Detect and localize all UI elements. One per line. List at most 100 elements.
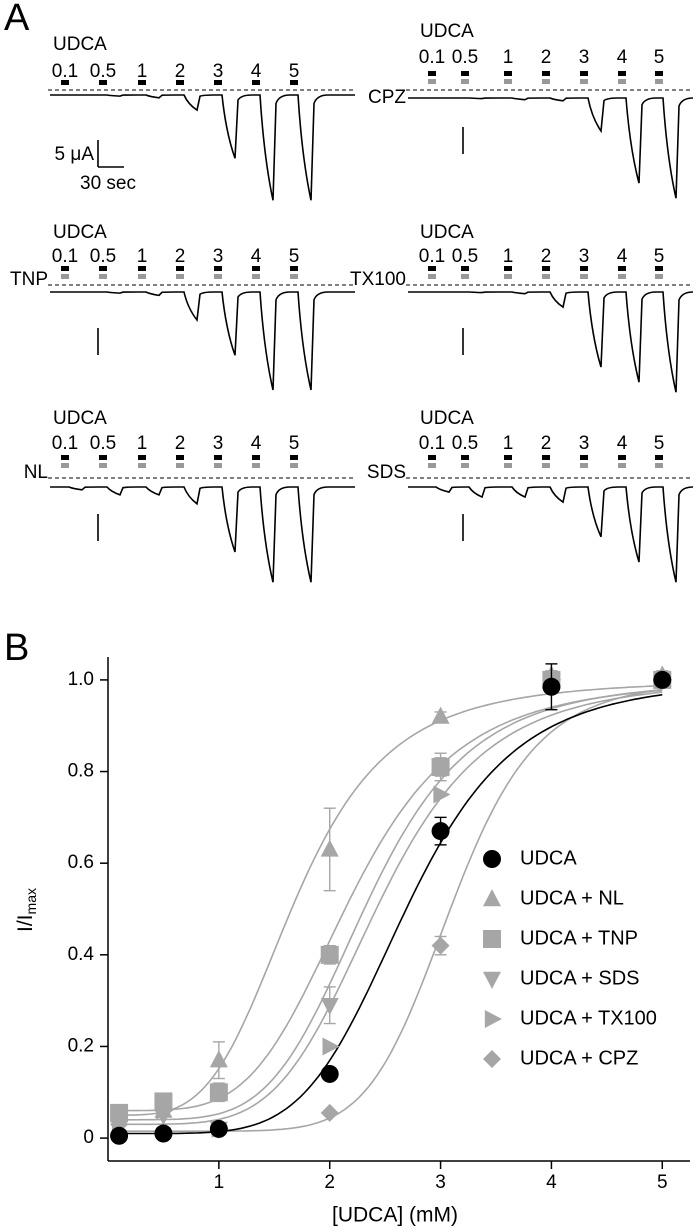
data-point — [431, 936, 450, 955]
application-bar — [461, 71, 469, 76]
application-bar — [428, 71, 436, 76]
application-bar — [542, 455, 550, 460]
concentration-label: 0.1 — [419, 47, 445, 68]
legend-label: UDCA — [520, 847, 577, 869]
application-bar — [61, 266, 69, 271]
concentration-label: 5 — [289, 246, 300, 267]
agonist-label: UDCA — [420, 408, 474, 429]
agonist-label: UDCA — [53, 408, 107, 429]
fit-curve — [119, 693, 663, 1135]
treatment-label: NL — [24, 462, 48, 483]
concentration-label: 4 — [251, 433, 262, 454]
treatment-bar — [99, 274, 107, 279]
treatment-bar — [580, 463, 588, 468]
concentration-label: 4 — [251, 61, 262, 82]
data-point — [209, 1083, 228, 1102]
concentration-label: 0.5 — [90, 61, 116, 82]
concentration-label: 5 — [289, 433, 300, 454]
concentration-label: 0.1 — [52, 61, 78, 82]
application-bar — [618, 266, 626, 271]
treatment-bar — [461, 274, 469, 279]
concentration-label: 2 — [541, 433, 552, 454]
data-point — [431, 822, 450, 841]
y-tick-label: 0.2 — [68, 1035, 94, 1056]
application-bar — [618, 71, 626, 76]
concentration-label: 0.1 — [419, 433, 445, 454]
y-tick-label: 1.0 — [68, 669, 94, 690]
y-tick-label: 0.8 — [68, 761, 94, 782]
concentration-label: 1 — [503, 433, 514, 454]
treatment-bar — [504, 79, 512, 84]
y-tick-label: 0.4 — [68, 944, 95, 965]
data-point — [433, 785, 451, 804]
application-bar — [655, 455, 663, 460]
application-bar — [580, 71, 588, 76]
application-bar — [428, 455, 436, 460]
x-tick-label: 1 — [214, 1172, 225, 1193]
application-bar — [99, 455, 107, 460]
treatment-bar — [428, 463, 436, 468]
application-bar — [176, 266, 184, 271]
scale-current-label: 5 μA — [55, 144, 95, 165]
treatment-label: TNP — [10, 269, 48, 290]
concentration-label: 1 — [137, 61, 148, 82]
legend-marker — [483, 971, 501, 989]
legend-marker — [483, 930, 501, 948]
panel-label: B — [4, 627, 29, 669]
legend-label: UDCA + NL — [520, 887, 624, 909]
scale-time-label: 30 sec — [80, 173, 136, 194]
concentration-label: 5 — [654, 246, 665, 267]
current-trace — [50, 94, 355, 201]
current-trace — [50, 291, 355, 391]
data-point — [154, 1124, 173, 1143]
concentration-label: 0.1 — [419, 246, 445, 267]
legend-label: UDCA + CPZ — [520, 1047, 638, 1069]
concentration-label: 4 — [617, 246, 628, 267]
concentration-label: 0.5 — [452, 246, 478, 267]
application-bar — [214, 455, 222, 460]
concentration-label: 2 — [175, 433, 186, 454]
x-tick-label: 3 — [435, 1172, 446, 1193]
x-axis-label: [UDCA] (mM) — [332, 1204, 458, 1227]
legend-label: UDCA + TX100 — [520, 1007, 657, 1029]
concentration-label: 4 — [251, 246, 262, 267]
x-tick-label: 4 — [546, 1172, 557, 1193]
application-bar — [504, 71, 512, 76]
treatment-bar — [504, 463, 512, 468]
treatment-bar — [542, 463, 550, 468]
concentration-label: 2 — [541, 47, 552, 68]
application-bar — [461, 455, 469, 460]
treatment-bar — [252, 274, 260, 279]
treatment-bar — [618, 79, 626, 84]
treatment-bar — [138, 274, 146, 279]
application-bar — [504, 455, 512, 460]
concentration-label: 1 — [503, 246, 514, 267]
concentration-label: 3 — [213, 61, 224, 82]
current-trace — [50, 486, 355, 583]
concentration-label: 0.5 — [90, 246, 116, 267]
agonist-label: UDCA — [53, 222, 107, 243]
concentration-label: 1 — [137, 433, 148, 454]
data-point — [320, 839, 339, 857]
application-bar — [176, 80, 184, 85]
current-trace — [408, 486, 694, 583]
concentration-label: 3 — [579, 47, 590, 68]
application-bar — [61, 455, 69, 460]
application-bar — [252, 455, 260, 460]
application-bar — [61, 80, 69, 85]
treatment-bar — [176, 463, 184, 468]
treatment-bar — [542, 274, 550, 279]
concentration-label: 4 — [617, 47, 628, 68]
data-point — [320, 1103, 339, 1122]
concentration-label: 0.1 — [52, 246, 78, 267]
data-point — [431, 706, 450, 724]
treatment-bar — [655, 463, 663, 468]
concentration-label: 5 — [654, 47, 665, 68]
concentration-label: 2 — [541, 246, 552, 267]
legend-label: UDCA + SDS — [520, 967, 639, 989]
panel-label: A — [4, 0, 30, 39]
treatment-bar — [461, 463, 469, 468]
treatment-bar — [580, 79, 588, 84]
application-bar — [252, 266, 260, 271]
concentration-label: 0.5 — [90, 433, 116, 454]
